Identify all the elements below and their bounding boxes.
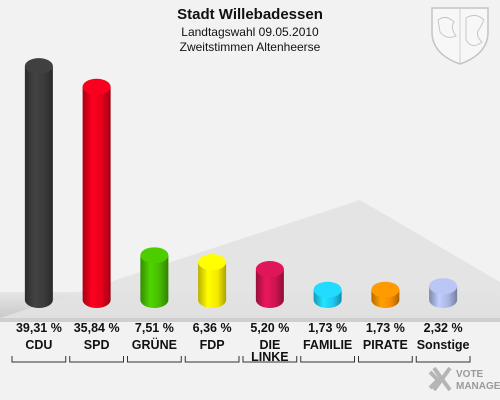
bar-cap bbox=[313, 281, 342, 298]
value-label: 7,51 % bbox=[135, 321, 174, 335]
category-tick bbox=[415, 356, 471, 363]
vote-manager-logo: VOTE MANAGER bbox=[428, 366, 500, 392]
bar-body bbox=[24, 66, 53, 308]
category-tick bbox=[184, 356, 240, 363]
bar-body bbox=[82, 86, 111, 308]
category-label: Sonstige bbox=[417, 338, 470, 352]
bar-body bbox=[140, 255, 169, 308]
bar-familie bbox=[313, 281, 342, 308]
bar-cdu bbox=[24, 58, 53, 308]
value-label: 6,36 % bbox=[193, 321, 232, 335]
bar-pirate bbox=[371, 281, 400, 308]
logo-line-2: MANAGER bbox=[456, 381, 500, 392]
value-label: 35,84 % bbox=[74, 321, 120, 335]
bars-group bbox=[24, 58, 458, 308]
category-tick bbox=[11, 356, 67, 363]
category-tick bbox=[242, 356, 298, 363]
category-tick bbox=[300, 356, 355, 363]
coat-of-arms-icon bbox=[431, 7, 489, 65]
bar-cap bbox=[429, 278, 458, 295]
value-labels-group: 39,31 % 35,84 % 7,51 % 6,36 % 5,20 % 1,73 % 1,… bbox=[16, 321, 463, 335]
value-label: 39,31 % bbox=[16, 321, 62, 335]
value-label: 1,73 % bbox=[308, 321, 347, 335]
chart-subtitle-date: Landtagswahl 09.05.2010 bbox=[181, 25, 319, 39]
bar-body bbox=[255, 269, 284, 308]
category-label: LINKE bbox=[251, 350, 289, 364]
value-label: 5,20 % bbox=[250, 321, 289, 335]
bar-fdp bbox=[198, 254, 227, 308]
value-label: 1,73 % bbox=[366, 321, 405, 335]
bar-cap bbox=[255, 261, 284, 278]
category-label: FAMILIE bbox=[303, 338, 352, 352]
category-tick bbox=[69, 356, 124, 363]
category-label: FDP bbox=[200, 338, 225, 352]
chart-title: Stadt Willebadessen bbox=[177, 6, 323, 23]
bar-die-linke bbox=[255, 261, 284, 308]
category-tick bbox=[358, 356, 413, 363]
checkmark-x-icon bbox=[428, 366, 452, 392]
bar-cap bbox=[82, 78, 111, 95]
bar-cap bbox=[24, 58, 53, 75]
bar-cap bbox=[198, 254, 227, 271]
category-label: PIRATE bbox=[363, 338, 408, 352]
bar-cap bbox=[371, 281, 400, 298]
category-label: SPD bbox=[84, 338, 110, 352]
bar-cap bbox=[140, 247, 169, 264]
chart-floor bbox=[0, 200, 500, 322]
category-label: GRÜNE bbox=[132, 337, 177, 352]
category-ticks-group bbox=[11, 356, 471, 363]
bar-gr-ne bbox=[140, 247, 169, 308]
bar-sonstige bbox=[429, 278, 458, 308]
logo-line-1: VOTE bbox=[456, 369, 484, 380]
chart-subtitle-district: Zweitstimmen Altenheerse bbox=[180, 40, 321, 54]
value-label: 2,32 % bbox=[424, 321, 463, 335]
bar-spd bbox=[82, 78, 111, 308]
category-label: DIE bbox=[259, 338, 280, 352]
bar-body bbox=[198, 262, 227, 308]
category-tick bbox=[127, 356, 182, 363]
category-label: CDU bbox=[25, 338, 52, 352]
